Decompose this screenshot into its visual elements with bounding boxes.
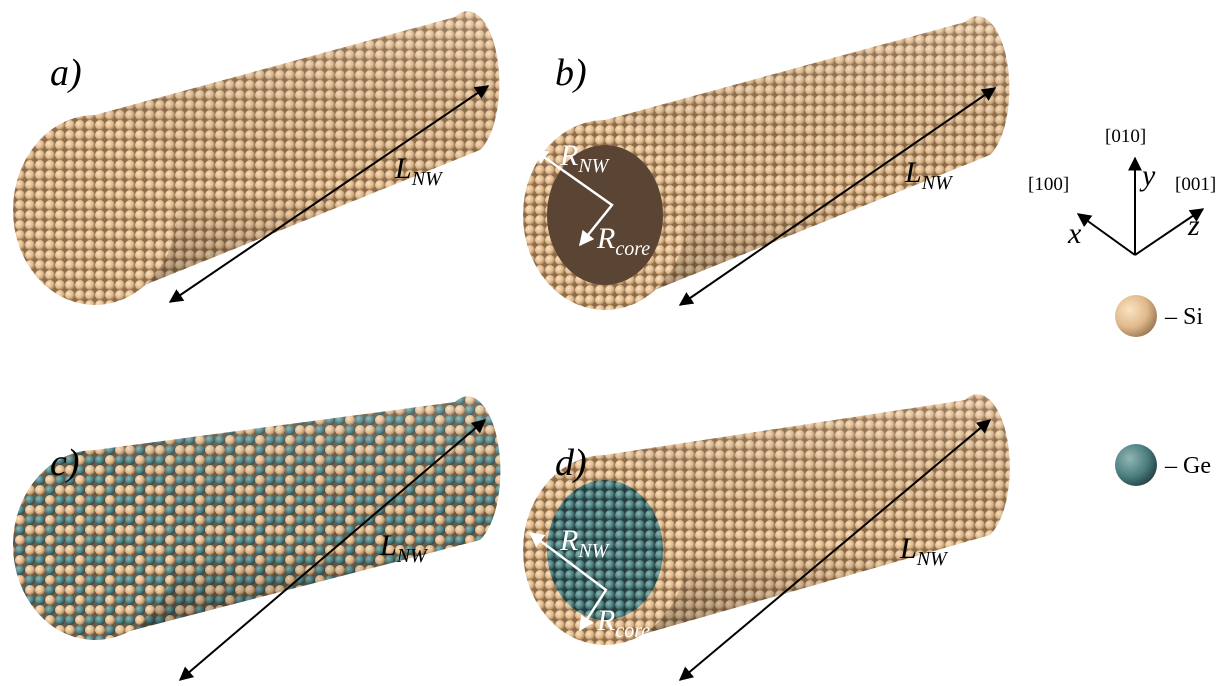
symbol: R [559,139,578,172]
legend-label: – Si [1164,304,1203,330]
symbol: L [899,532,917,565]
symbol: R [596,222,615,255]
subscript: core [615,620,650,642]
legend-swatch [1115,444,1157,486]
nanowire-a [13,11,499,305]
subscript: NW [577,540,610,562]
symbol: R [596,604,615,637]
subscript: NW [411,168,444,190]
subscript: core [615,238,650,260]
symbol: R [559,524,578,557]
axis-triad [1078,158,1203,255]
axis-symbol: y [1139,159,1156,192]
symbol: L [379,529,397,562]
legend-label: – Ge [1164,453,1211,479]
axis-direction: [100] [1028,174,1069,195]
nanowire-c [13,396,500,640]
axis-symbol: z [1187,209,1200,242]
legend-swatch [1115,295,1157,337]
symbol: L [904,156,922,189]
subscript: NW [916,548,949,570]
panel-label: a) [50,52,82,94]
panel-label: d) [555,442,587,484]
subscript: NW [396,545,429,567]
symbol: L [394,152,412,185]
panel-label: c) [50,442,80,484]
axis-direction: [001] [1175,174,1216,195]
figure: a) LNW b) LNW RNW Rcore c) LNW d) LNW RN… [0,0,1224,686]
panel-label: b) [555,52,587,94]
axis-symbol: x [1067,217,1082,250]
subscript: NW [921,172,954,194]
subscript: NW [577,155,610,177]
axis-direction: [010] [1105,126,1146,147]
